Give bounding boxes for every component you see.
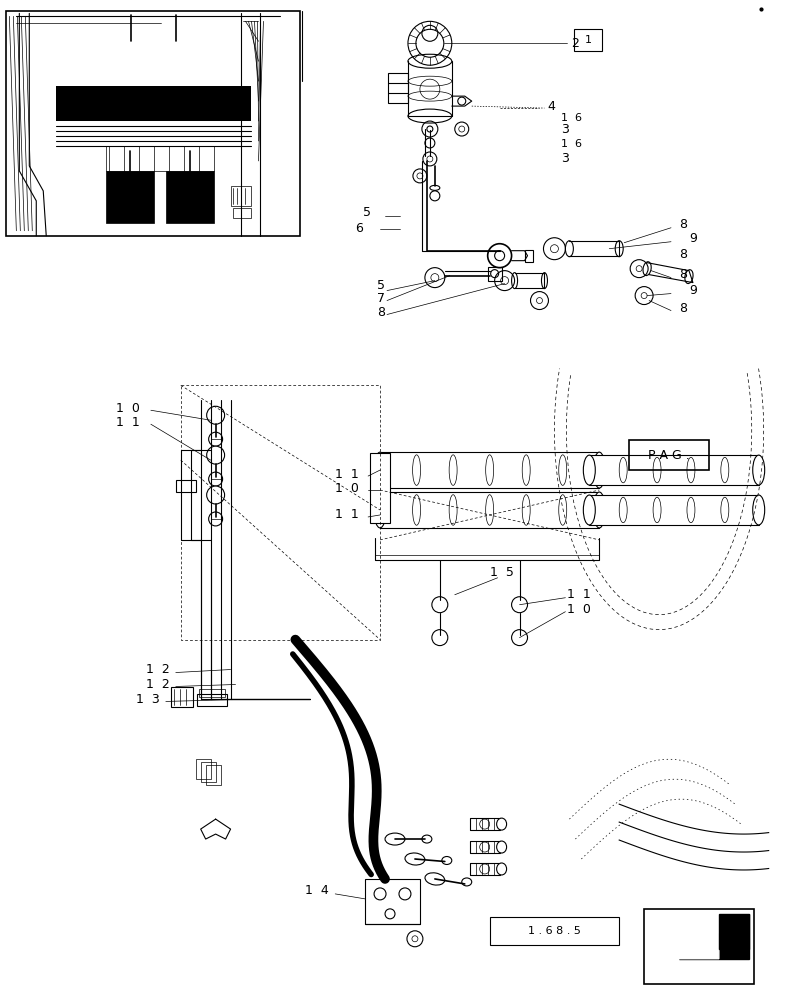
Ellipse shape [405, 853, 425, 865]
Circle shape [209, 432, 222, 446]
Ellipse shape [496, 841, 507, 853]
Ellipse shape [583, 455, 595, 485]
Bar [165, 171, 214, 223]
Bar [388, 73, 408, 103]
Text: 4: 4 [548, 100, 556, 113]
Bar [470, 818, 500, 830]
Text: 7: 7 [377, 292, 385, 305]
Ellipse shape [593, 492, 605, 528]
Text: 1  2: 1 2 [146, 663, 169, 676]
Bar [470, 841, 500, 853]
Text: 1  0: 1 0 [335, 482, 359, 495]
Text: 1  0: 1 0 [116, 402, 139, 415]
Text: 1  6: 1 6 [561, 139, 582, 149]
Ellipse shape [583, 495, 595, 525]
Polygon shape [679, 919, 719, 959]
Text: 1  3: 1 3 [136, 693, 160, 706]
Bar [195, 759, 210, 779]
Text: 1 . 6 8 . 5: 1 . 6 8 . 5 [528, 926, 581, 936]
Text: 1  1: 1 1 [335, 468, 359, 481]
Polygon shape [649, 914, 749, 979]
Bar [589, 495, 759, 525]
Text: 8: 8 [679, 302, 687, 315]
Text: 1  1: 1 1 [567, 588, 591, 601]
Bar [589, 455, 759, 485]
Text: 8: 8 [679, 218, 687, 231]
Ellipse shape [462, 878, 472, 886]
Bar [6, 11, 300, 236]
Ellipse shape [422, 835, 432, 843]
Ellipse shape [425, 873, 444, 885]
Circle shape [511, 597, 527, 613]
Bar [197, 694, 227, 706]
Circle shape [206, 486, 225, 504]
Text: 1: 1 [585, 35, 592, 45]
Ellipse shape [374, 452, 386, 488]
Bar [201, 762, 216, 782]
Text: 3: 3 [561, 123, 569, 136]
Circle shape [206, 406, 225, 424]
Polygon shape [679, 914, 749, 959]
Text: 8: 8 [377, 306, 385, 319]
Bar [629, 440, 709, 470]
Circle shape [209, 512, 222, 526]
Text: 6: 6 [355, 222, 363, 235]
Bar [525, 250, 533, 262]
Text: 5: 5 [377, 279, 385, 292]
Bar [232, 208, 251, 218]
Bar [644, 909, 754, 984]
Circle shape [209, 472, 222, 486]
Circle shape [432, 597, 448, 613]
Bar [231, 186, 251, 206]
Ellipse shape [374, 492, 386, 528]
Bar [380, 452, 599, 488]
Bar [106, 171, 154, 223]
Ellipse shape [385, 833, 405, 845]
Ellipse shape [442, 857, 452, 864]
Bar [206, 765, 221, 785]
Circle shape [408, 21, 452, 65]
Text: 1  1: 1 1 [335, 508, 359, 521]
Text: 1  2: 1 2 [146, 678, 169, 691]
Text: P A G .: P A G . [649, 449, 690, 462]
Circle shape [511, 630, 527, 646]
Text: 8: 8 [679, 248, 687, 261]
Bar [370, 453, 390, 523]
Circle shape [206, 446, 225, 464]
Text: 1  5: 1 5 [489, 566, 514, 579]
Ellipse shape [496, 818, 507, 830]
Bar [489, 917, 619, 945]
Text: 1  6: 1 6 [561, 113, 582, 123]
Text: 5: 5 [363, 206, 371, 219]
Ellipse shape [753, 495, 764, 525]
Bar [488, 267, 502, 281]
Text: 1  1: 1 1 [116, 416, 139, 429]
Bar [176, 480, 195, 492]
Text: 1  0: 1 0 [567, 603, 591, 616]
Bar [56, 86, 251, 121]
Bar [470, 863, 500, 875]
Bar [380, 492, 599, 528]
Text: 9: 9 [689, 232, 697, 245]
Bar [106, 146, 214, 171]
Bar [574, 29, 602, 51]
Bar [199, 689, 225, 697]
Text: 1  4: 1 4 [305, 884, 329, 897]
Ellipse shape [593, 452, 605, 488]
Circle shape [432, 630, 448, 646]
Bar [171, 687, 193, 707]
Text: 2: 2 [571, 37, 579, 50]
Polygon shape [719, 914, 749, 949]
Bar [365, 879, 420, 924]
Ellipse shape [753, 455, 764, 485]
Text: 8: 8 [679, 268, 687, 281]
Ellipse shape [496, 863, 507, 875]
Text: 3: 3 [561, 152, 569, 165]
Text: 9: 9 [689, 284, 697, 297]
